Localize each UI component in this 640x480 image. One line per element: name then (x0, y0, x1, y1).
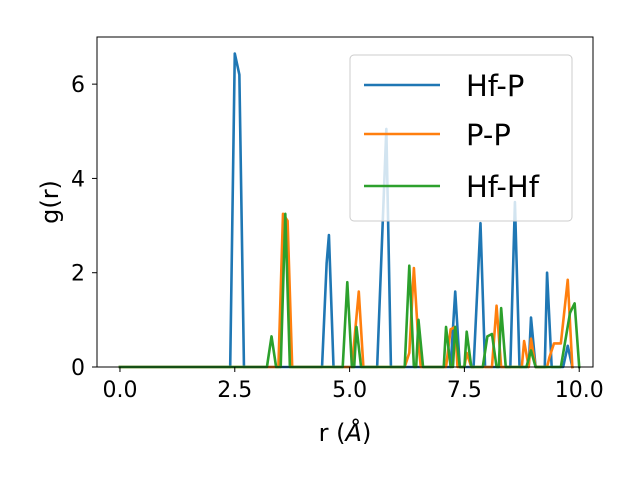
y-tick-label: 4 (71, 167, 85, 192)
y-tick-label: 0 (71, 356, 85, 381)
legend: Hf-P P-P Hf-Hf (349, 54, 573, 222)
legend-label-hf-p: Hf-P (466, 69, 524, 103)
legend-label-p-p: P-P (466, 118, 511, 152)
y-axis: 0 2 4 6 (71, 73, 97, 381)
legend-items: Hf-P P-P Hf-Hf (364, 69, 540, 204)
x-axis-label: r (Å) (319, 418, 372, 447)
legend-box (349, 54, 573, 222)
y-tick-label: 6 (71, 73, 85, 98)
y-axis-label: g(r) (36, 180, 64, 224)
y-tick-label: 2 (71, 262, 85, 287)
x-tick-label: 10.0 (555, 378, 604, 403)
x-tick-label: 7.5 (447, 378, 482, 403)
legend-label-hf-hf: Hf-Hf (466, 170, 540, 204)
x-tick-label: 5.0 (332, 378, 367, 403)
x-tick-label: 0.0 (102, 378, 137, 403)
x-axis: 0.0 2.5 5.0 7.5 10.0 (102, 367, 604, 403)
x-tick-label: 2.5 (217, 378, 252, 403)
plot-frame (96, 36, 594, 368)
